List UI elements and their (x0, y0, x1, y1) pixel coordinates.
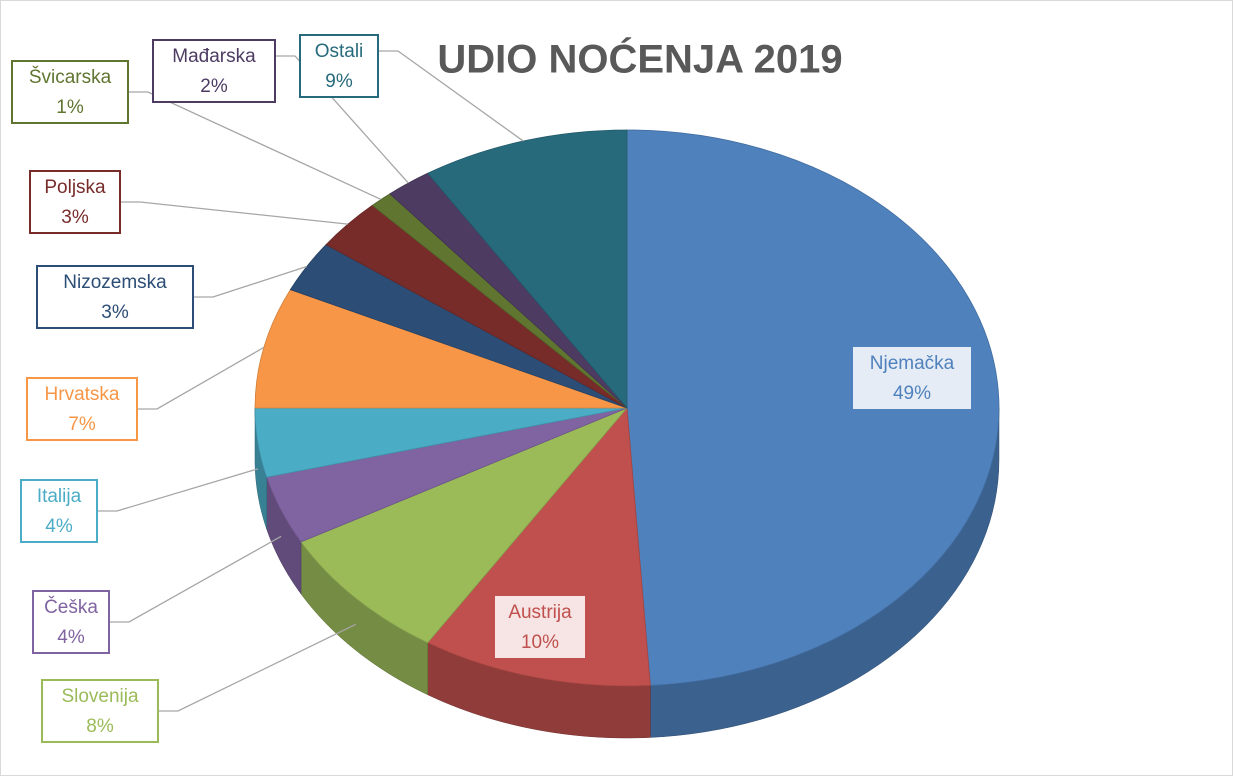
leader-line (158, 623, 357, 712)
slice (626, 129, 1000, 686)
label-name: Češka (44, 596, 98, 618)
label-value: 4% (57, 627, 85, 648)
label-box (11, 60, 129, 124)
label-box (41, 679, 159, 743)
label-box (299, 34, 379, 98)
label-box (853, 347, 971, 409)
label-name: Poljska (44, 177, 106, 198)
label-name: Švicarska (29, 66, 112, 88)
label-value: 3% (61, 207, 89, 228)
chart-title: UDIO NOĆENJA 2019 (437, 36, 842, 82)
label-value: 1% (56, 97, 84, 118)
leader-line (137, 346, 265, 410)
label-value: 8% (86, 716, 114, 737)
label-value: 3% (101, 302, 129, 323)
leader-line (128, 91, 382, 201)
label-value: 10% (521, 632, 559, 653)
label-name: Slovenija (61, 686, 139, 707)
label-value: 49% (893, 383, 931, 404)
label-name: Italija (37, 486, 82, 507)
slice (427, 407, 651, 687)
label-name: Mađarska (172, 46, 256, 67)
slice (300, 407, 628, 644)
label-box (20, 479, 98, 543)
label-box (495, 596, 585, 658)
label-name: Ostali (315, 41, 364, 62)
label-box (32, 590, 110, 654)
leader-line (97, 468, 259, 512)
label-name: Nizozemska (63, 272, 167, 293)
leader-line (378, 50, 524, 142)
label-box (26, 377, 138, 441)
label-name: Njemačka (870, 353, 955, 374)
label-value: 2% (200, 76, 228, 97)
leader-line (109, 535, 282, 623)
pie-tops (254, 129, 1000, 687)
label-value: 4% (45, 516, 73, 537)
leader-line (120, 201, 349, 225)
leader-line (275, 55, 409, 184)
pie-sides (254, 407, 1000, 739)
slice (254, 289, 628, 409)
label-box (152, 39, 276, 103)
leader-line (193, 265, 308, 298)
label-box (29, 170, 121, 234)
label-value: 9% (325, 71, 353, 92)
label-name: Hrvatska (45, 384, 120, 405)
label-name: Austrija (508, 602, 572, 623)
label-box (36, 265, 194, 329)
label-value: 7% (68, 414, 96, 435)
